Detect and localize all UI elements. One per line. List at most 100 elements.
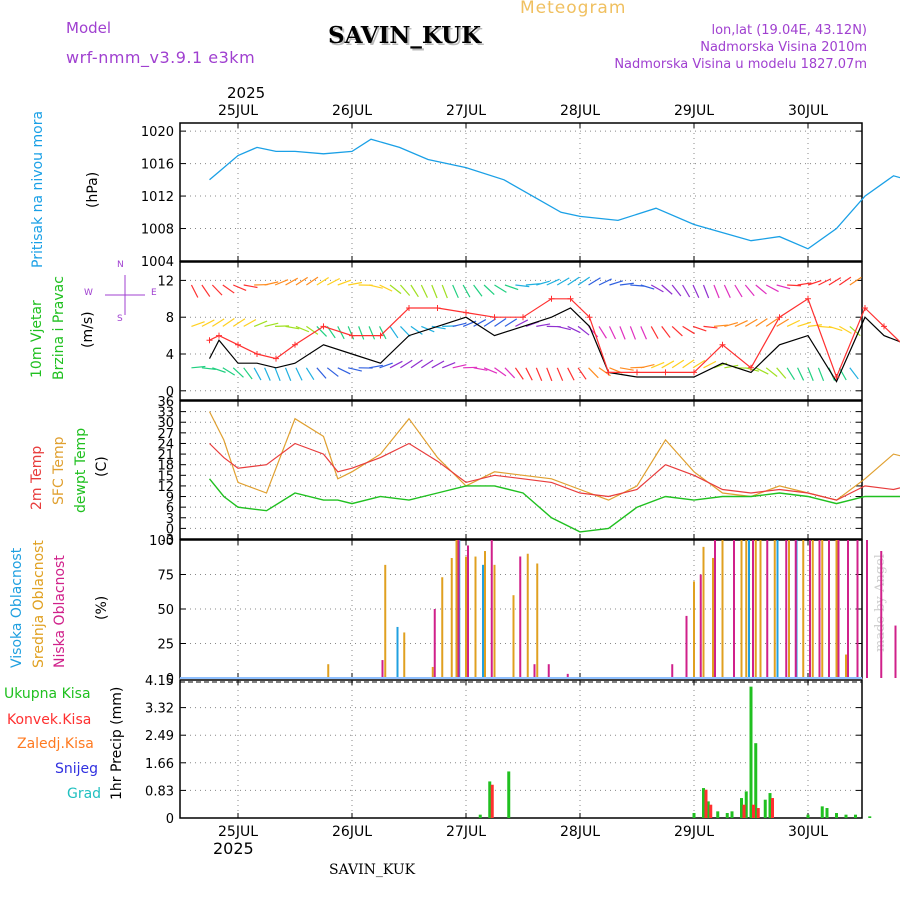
precip-bar-0 — [835, 813, 838, 818]
gust-marker — [406, 305, 412, 311]
day-label-top: 26JUL — [332, 103, 372, 119]
compass-rose — [105, 275, 145, 315]
precip-bar-1 — [771, 798, 774, 818]
wind-arrow — [473, 284, 483, 297]
wind-arrow — [452, 322, 467, 327]
wind-arrow — [389, 360, 403, 369]
y-tick-label: 18 — [157, 459, 174, 474]
wind-arrow — [295, 367, 303, 381]
wind-arrow — [734, 320, 748, 327]
wind-arrow — [452, 364, 467, 369]
precip-legend-frz: Zaledj.Kisa — [17, 736, 94, 752]
wind-arrow — [285, 325, 300, 330]
gust-marker — [833, 374, 840, 380]
wind-arrow — [473, 367, 488, 371]
wind-arrow — [284, 367, 292, 382]
wind-arrow — [682, 325, 695, 335]
model-name: wrf-nmm_v3.9.1 e3km — [66, 48, 256, 67]
gust-marker — [463, 309, 469, 316]
wind-arrow — [504, 367, 516, 379]
precip-bar-0 — [744, 791, 748, 818]
wind-arrow — [682, 359, 695, 369]
precip-bar-0 — [488, 781, 492, 818]
wind-arrow — [692, 284, 700, 298]
wind-arrow — [295, 325, 310, 333]
gust-marker — [776, 314, 783, 321]
y-tick-label: 8 — [166, 311, 174, 326]
gust-marker — [520, 314, 526, 321]
wind-arrow — [504, 284, 519, 291]
gust-marker — [586, 314, 593, 321]
year-label-top: 2025 — [227, 84, 266, 102]
wind-arrow — [787, 284, 802, 287]
y-tick-label: 2.49 — [145, 729, 174, 744]
wind-arrow — [243, 367, 253, 380]
wind-arrow — [797, 282, 812, 286]
wind-arrow — [651, 361, 665, 369]
wind-arrow — [442, 361, 456, 369]
wind-arrow — [682, 284, 691, 298]
wind-arrow — [598, 278, 612, 286]
wind-arrow — [755, 284, 767, 295]
wind-arrow — [222, 367, 236, 376]
precip-bar-1 — [490, 784, 494, 818]
y-tick-label: 30 — [157, 416, 174, 431]
precip-bar-0 — [763, 799, 767, 818]
wind-arrow — [745, 367, 760, 372]
wind-arrow — [190, 284, 199, 298]
wind-arrow — [306, 325, 319, 335]
wind-arrow — [661, 360, 675, 369]
precip-bar-0 — [730, 811, 734, 818]
gust-marker — [254, 351, 260, 357]
wind-arrow — [807, 279, 822, 286]
precip-bar-0 — [749, 686, 753, 818]
wind-arrow — [274, 367, 281, 382]
wind-arrow — [724, 321, 739, 327]
wind-arrow — [233, 284, 247, 292]
y-tick-label: 3 — [166, 512, 174, 527]
precip-legend-snow: Snijeg — [55, 761, 99, 777]
wind-arrow — [567, 325, 581, 334]
wind-arrow — [191, 321, 205, 327]
compass-north-label: N — [117, 260, 124, 270]
wind-arrow — [776, 367, 787, 379]
year-label-bottom: 2025 — [213, 839, 254, 858]
station-title: SAVIN_KUK — [328, 22, 482, 49]
day-label-top: 29JUL — [674, 103, 714, 119]
wind-arrow — [713, 284, 720, 299]
precip-bar-0 — [702, 788, 705, 818]
wind-arrow — [839, 325, 852, 334]
wind-arrow — [515, 284, 530, 288]
y-tick-label: -3 — [161, 533, 174, 548]
precip-bar-1 — [742, 804, 746, 818]
panel-frame-2 — [179, 400, 863, 540]
station-altitude: Nadmorska Visina 2010m — [700, 40, 867, 55]
wind-arrow — [671, 359, 685, 369]
wind-arrow — [776, 284, 791, 290]
precip-bar-1 — [756, 808, 760, 818]
wind-arrow — [556, 367, 564, 381]
footer-station: SAVIN_KUK — [329, 862, 416, 878]
wind-arrow — [410, 284, 419, 298]
wind-arrow — [379, 284, 393, 292]
dewpt-temp-line — [208, 478, 900, 533]
wind-arrow — [431, 325, 446, 330]
wind-arrow — [191, 365, 206, 369]
wind-arrow — [535, 367, 543, 381]
wind-arrow — [327, 277, 340, 286]
precip-bar-0 — [854, 814, 857, 818]
precip-bar-0 — [825, 808, 829, 818]
day-label-bottom: 30JUL — [788, 824, 828, 840]
wind-arrow — [452, 284, 459, 299]
panel-frame-1 — [179, 261, 863, 401]
day-label-bottom: 29JUL — [674, 824, 714, 840]
wind-gust-line — [209, 297, 900, 379]
wind-arrow — [368, 326, 376, 340]
wind-arrow — [441, 284, 448, 299]
wind-arrow — [326, 367, 339, 377]
wind-arrow — [577, 276, 591, 286]
day-label-bottom: 26JUL — [332, 824, 372, 840]
y-tick-label: 4.15 — [145, 674, 174, 689]
wind-arrow — [807, 324, 822, 327]
